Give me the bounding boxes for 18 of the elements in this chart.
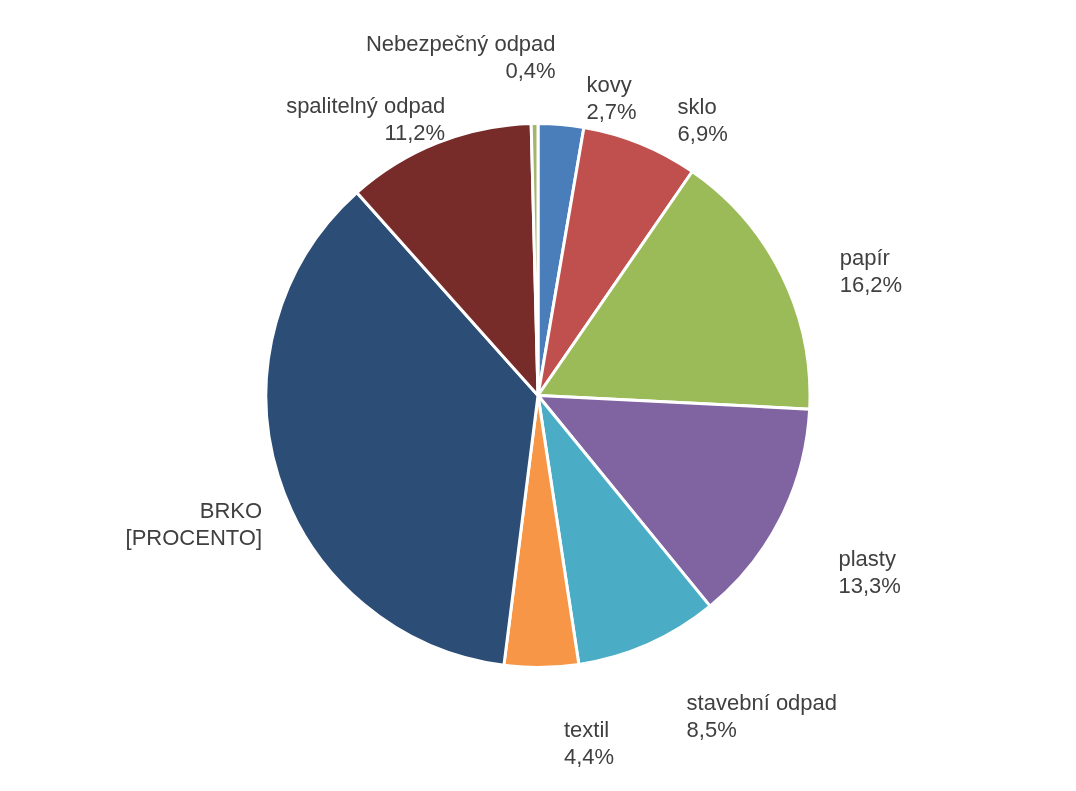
data-label: 6,9% [677,121,728,147]
slice-label: kovy [586,72,632,98]
slice-label: spalitelný odpad [286,92,446,118]
slice-label: textil [563,716,610,742]
data-label: 13,3% [838,572,901,598]
data-label: [PROCENTO] [125,524,263,550]
slice-label: plasty [838,545,896,571]
slice-label: papír [839,244,890,270]
slice-label: BRKO [199,497,263,523]
data-label: 4,4% [563,743,615,769]
data-label: 11,2% [384,119,446,145]
data-label: 2,7% [586,99,637,125]
data-label: 8,5% [686,717,737,743]
data-label: 16,2% [839,271,903,297]
slice-label: stavební odpad [686,690,838,716]
slice-label: sklo [677,94,717,120]
slice-label: Nebezpečný odpad [365,31,556,57]
data-label: 0,4% [505,58,556,84]
